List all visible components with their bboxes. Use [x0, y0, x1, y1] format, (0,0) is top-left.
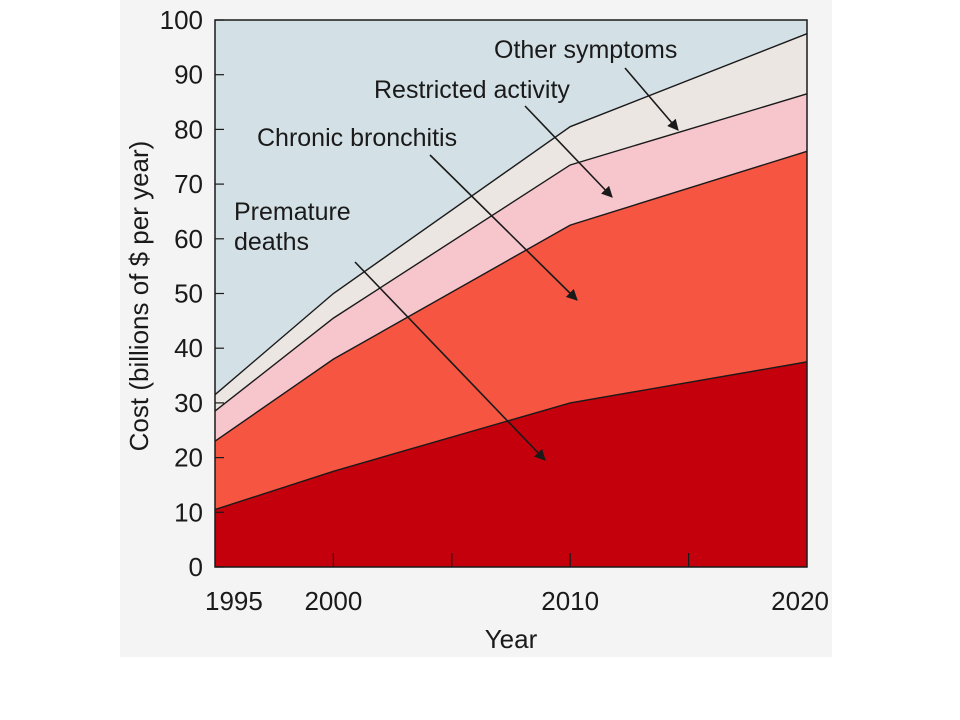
y-tick-label-10: 10	[174, 497, 203, 527]
y-tick-label-20: 20	[174, 443, 203, 473]
arrow-restricted-activity	[524, 105, 613, 198]
y-tick-label-60: 60	[174, 224, 203, 254]
stacked-areas	[215, 33, 807, 567]
x-axis-title: Year	[485, 624, 538, 654]
annotation-other-symptoms: Other symptoms	[494, 36, 677, 64]
annotations: Premature deaths Chronic bronchitis Restric…	[234, 36, 679, 461]
series-outlines	[214, 33, 808, 511]
y-tick-label-40: 40	[174, 333, 203, 363]
x-tick-label-2020: 2020	[771, 586, 829, 616]
annotation-restricted-activity: Restricted activity	[374, 76, 570, 104]
y-tick-label-90: 90	[174, 60, 203, 90]
area-other-symptoms	[215, 33, 807, 412]
y-axis: 0 10 20 30 40 50 60 70 80 90 100	[160, 5, 224, 582]
arrow-chronic-bronchitis	[429, 154, 578, 301]
x-axis: 1995 2000 2010 2020	[205, 553, 829, 616]
y-tick-label-30: 30	[174, 388, 203, 418]
area-restricted-activity	[215, 93, 807, 442]
annotation-premature-deaths: Premature deaths	[234, 198, 351, 256]
area-chronic-bronchitis	[215, 151, 807, 510]
area-premature-deaths	[215, 361, 807, 567]
y-axis-title: Cost (billions of $ per year)	[124, 141, 154, 452]
y-tick-label-100: 100	[160, 5, 203, 35]
annotation-chronic-bronchitis: Chronic bronchitis	[257, 124, 457, 152]
x-tick-label-2000: 2000	[304, 586, 362, 616]
arrow-other-symptoms	[624, 67, 679, 131]
y-tick-label-80: 80	[174, 114, 203, 144]
arrow-premature-deaths	[354, 261, 546, 461]
x-tick-label-2010: 2010	[541, 586, 599, 616]
y-tick-label-70: 70	[174, 169, 203, 199]
outline-premature-deaths	[214, 361, 808, 511]
outline-other-symptoms	[214, 33, 808, 396]
outline-restricted-activity	[214, 93, 808, 412]
y-tick-label-0: 0	[189, 552, 203, 582]
outline-chronic-bronchitis	[214, 150, 808, 442]
y-tick-label-50: 50	[174, 279, 203, 309]
x-tick-label-1995: 1995	[205, 586, 263, 616]
